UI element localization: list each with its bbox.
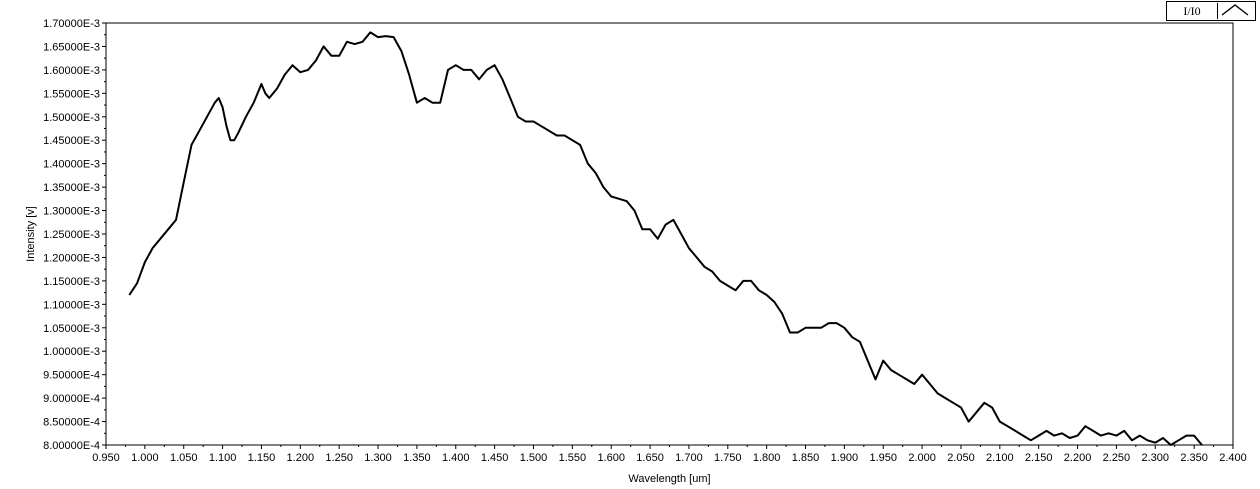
y-tick-label: 1.10000E-3 xyxy=(43,299,100,311)
x-axis-title: Wavelength [um] xyxy=(628,473,710,485)
x-tick-label: 2.250 xyxy=(1103,452,1131,464)
series-layer xyxy=(128,31,1203,446)
y-tick-label: 1.45000E-3 xyxy=(43,135,100,147)
x-tick-label: 1.100 xyxy=(209,452,237,464)
x-axis: 0.950 1.000 1.050 1.100 1.150 1.200 1.250 1.300… xyxy=(92,445,1247,464)
x-tick-label: 1.400 xyxy=(442,452,470,464)
y-tick-label: 9.00000E-4 xyxy=(43,393,100,405)
y-tick-label: 1.70000E-3 xyxy=(43,18,100,30)
x-tick-label: 1.150 xyxy=(248,452,276,464)
x-tick-label: 2.200 xyxy=(1064,452,1092,464)
y-tick-label: 1.20000E-3 xyxy=(43,252,100,264)
y-tick-label: 1.05000E-3 xyxy=(43,323,100,335)
x-tick-label: 1.200 xyxy=(287,452,315,464)
y-tick-label: 1.65000E-3 xyxy=(43,41,100,53)
plot-legend[interactable]: I/I0 xyxy=(1166,1,1256,21)
x-tick-label: 2.400 xyxy=(1219,452,1247,464)
y-tick-label: 1.40000E-3 xyxy=(43,159,100,171)
y-tick-label: 1.00000E-3 xyxy=(43,346,100,358)
y-tick-label: 8.00000E-4 xyxy=(43,440,100,452)
y-tick-label: 8.50000E-4 xyxy=(43,417,100,429)
x-tick-label: 1.900 xyxy=(831,452,859,464)
x-tick-label: 1.250 xyxy=(325,452,353,464)
y-tick-label: 1.25000E-3 xyxy=(43,229,100,241)
x-tick-label: 1.550 xyxy=(559,452,587,464)
x-tick-label: 2.100 xyxy=(986,452,1014,464)
x-tick-label: 2.350 xyxy=(1180,452,1208,464)
x-tick-label: 2.000 xyxy=(908,452,936,464)
x-tick-label: 1.800 xyxy=(753,452,781,464)
x-tick-label: 1.300 xyxy=(364,452,392,464)
y-tick-label: 1.50000E-3 xyxy=(43,112,100,124)
x-tick-label: 2.050 xyxy=(947,452,975,464)
y-axis-title: Intensity [v] xyxy=(25,206,37,262)
x-tick-label: 1.500 xyxy=(520,452,548,464)
y-tick-label: 9.50000E-4 xyxy=(43,370,100,382)
y-tick-label: 1.60000E-3 xyxy=(43,65,100,77)
x-tick-label: 1.650 xyxy=(636,452,664,464)
legend-line-swatch[interactable] xyxy=(1217,3,1253,19)
x-tick-label: 1.600 xyxy=(597,452,625,464)
x-tick-label: 1.350 xyxy=(403,452,431,464)
y-tick-label: 1.15000E-3 xyxy=(43,276,100,288)
x-tick-label: 1.450 xyxy=(481,452,509,464)
x-tick-label: 0.950 xyxy=(92,452,120,464)
y-tick-label: 1.55000E-3 xyxy=(43,88,100,100)
x-tick-label: 2.300 xyxy=(1142,452,1170,464)
legend-line-icon xyxy=(1221,4,1249,16)
y-tick-label: 1.35000E-3 xyxy=(43,182,100,194)
x-tick-label: 1.700 xyxy=(675,452,703,464)
y-tick-label: 1.30000E-3 xyxy=(43,206,100,218)
x-tick-label: 2.150 xyxy=(1025,452,1053,464)
y-axis: 8.00000E-4 8.50000E-4 9.00000E-4 9.50000E-4… xyxy=(43,18,106,452)
x-tick-label: 1.050 xyxy=(170,452,198,464)
series-line xyxy=(128,31,1203,446)
x-tick-label: 1.000 xyxy=(131,452,159,464)
x-tick-label: 1.950 xyxy=(869,452,897,464)
x-tick-label: 1.850 xyxy=(792,452,820,464)
x-tick-label: 1.750 xyxy=(714,452,742,464)
plot-area xyxy=(105,22,1234,446)
legend-series-label: I/I0 xyxy=(1183,4,1201,18)
